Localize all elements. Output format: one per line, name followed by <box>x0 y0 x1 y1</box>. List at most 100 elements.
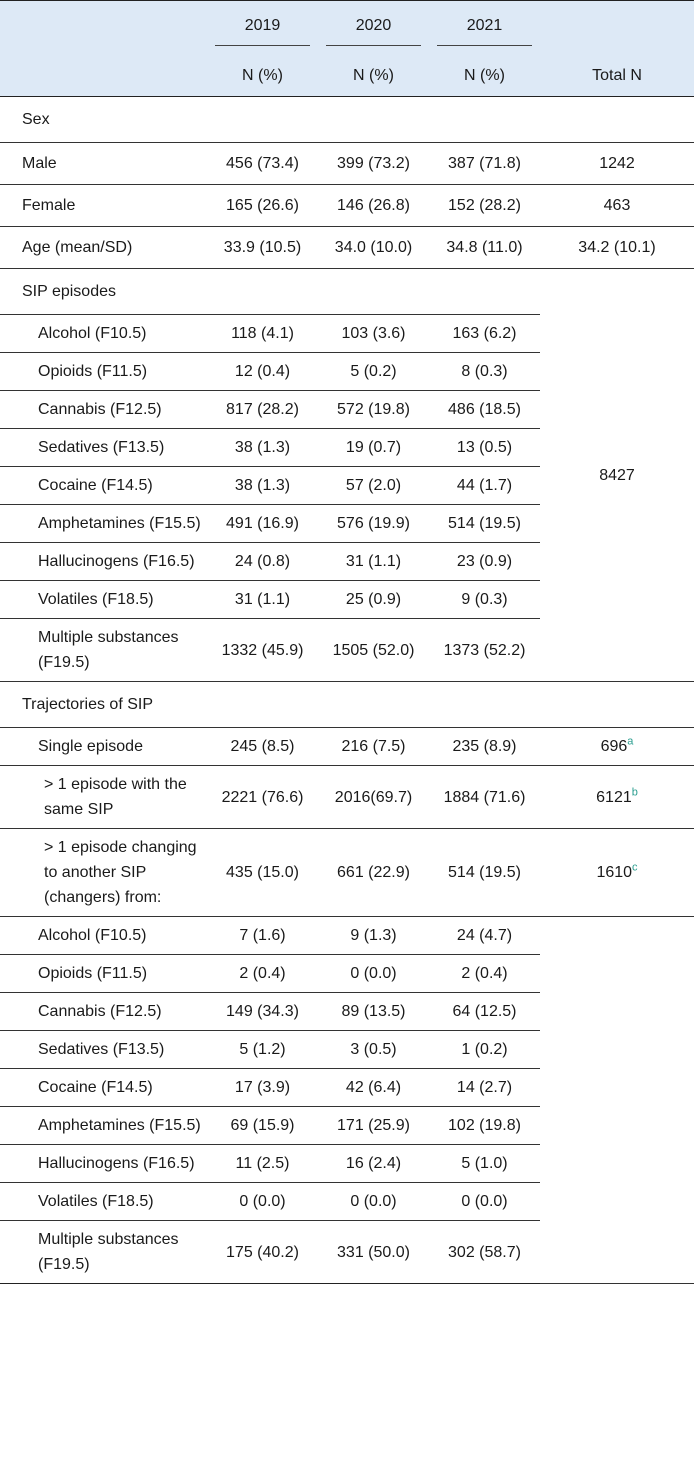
cell-2019: 38 (1.3) <box>207 466 318 505</box>
cell-2019: 435 (15.0) <box>207 828 318 917</box>
row-label: Alcohol (F10.5) <box>0 916 207 955</box>
cell-2020: 9 (1.3) <box>318 916 429 955</box>
cell-total-empty <box>540 916 694 1284</box>
total-value: 6121 <box>596 788 632 806</box>
cell-2021: 5 (1.0) <box>429 1144 540 1183</box>
row-label: Hallucinogens (F16.5) <box>0 1144 207 1183</box>
cell-2020: 16 (2.4) <box>318 1144 429 1183</box>
cell-2020: 34.0 (10.0) <box>318 226 429 269</box>
table-row: Cocaine (F14.5) 17 (3.9) 42 (6.4) 14 (2.7) <box>0 1068 694 1107</box>
cell-2019: 1332 (45.9) <box>207 618 318 682</box>
row-label: Multiple substances (F19.5) <box>0 1220 207 1284</box>
cell-2021: 1 (0.2) <box>429 1030 540 1069</box>
section-trajectories: Trajectories of SIP <box>0 681 694 728</box>
cell-2019: 2221 (76.6) <box>207 765 318 829</box>
cell-2020: 661 (22.9) <box>318 828 429 917</box>
cell-2019: 38 (1.3) <box>207 428 318 467</box>
header-empty-2 <box>0 54 207 97</box>
cell-2020: 0 (0.0) <box>318 954 429 993</box>
sip-table: 2019 2020 2021 N (%) N (%) N (%) Total N… <box>0 0 694 1284</box>
cell-2021: 302 (58.7) <box>429 1220 540 1284</box>
cell-total: 1610c <box>540 828 694 917</box>
cell-2019: 5 (1.2) <box>207 1030 318 1069</box>
row-label: Volatiles (F18.5) <box>0 1182 207 1221</box>
cell-2021: 152 (28.2) <box>429 184 540 227</box>
cell-2020: 146 (26.8) <box>318 184 429 227</box>
table-row: Single episode 245 (8.5) 216 (7.5) 235 (8.9… <box>0 727 694 766</box>
table-row: Alcohol (F10.5) 118 (4.1) 103 (3.6) 163 (6.… <box>0 314 694 353</box>
section-label: Trajectories of SIP <box>0 681 694 728</box>
row-label: Opioids (F11.5) <box>0 352 207 391</box>
table-row: Female 165 (26.6) 146 (26.8) 152 (28.2) … <box>0 184 694 227</box>
cell-2019: 17 (3.9) <box>207 1068 318 1107</box>
total-value: 696 <box>600 738 628 755</box>
header-total: Total N <box>540 54 694 97</box>
cell-2020: 103 (3.6) <box>318 314 429 353</box>
table-row: Sedatives (F13.5) 5 (1.2) 3 (0.5) 1 (0.2) <box>0 1030 694 1069</box>
cell-2021: 1373 (52.2) <box>429 618 540 682</box>
row-label: Single episode <box>0 727 207 766</box>
cell-2020: 331 (50.0) <box>318 1220 429 1284</box>
cell-2021: 163 (6.2) <box>429 314 540 353</box>
table-row: Sedatives (F13.5) 38 (1.3) 19 (0.7) 13 (0.5… <box>0 428 694 467</box>
cell-total: 463 <box>540 184 694 227</box>
cell-2019: 2 (0.4) <box>207 954 318 993</box>
table-row: Hallucinogens (F16.5) 24 (0.8) 31 (1.1) 23 … <box>0 542 694 581</box>
cell-2019: 24 (0.8) <box>207 542 318 581</box>
table-row: Alcohol (F10.5) 7 (1.6) 9 (1.3) 24 (4.7) <box>0 916 694 1284</box>
row-label: Cocaine (F14.5) <box>0 466 207 505</box>
header-unit-2020: N (%) <box>318 54 429 97</box>
cell-2020: 572 (19.8) <box>318 390 429 429</box>
row-label: > 1 episode changing to another SIP (cha… <box>0 828 207 917</box>
cell-2021: 102 (19.8) <box>429 1106 540 1145</box>
cell-2019: 165 (26.6) <box>207 184 318 227</box>
cell-2019: 118 (4.1) <box>207 314 318 353</box>
cell-2021: 514 (19.5) <box>429 504 540 543</box>
cell-2019: 0 (0.0) <box>207 1182 318 1221</box>
header-total-spacer <box>540 0 694 54</box>
table-body: Sex Male 456 (73.4) 399 (73.2) 387 (71.8… <box>0 96 694 1284</box>
cell-2021: 34.8 (11.0) <box>429 226 540 269</box>
row-label: > 1 episode with the same SIP <box>0 765 207 829</box>
cell-2021: 24 (4.7) <box>429 916 540 955</box>
cell-2019: 31 (1.1) <box>207 580 318 619</box>
header-unit-2019: N (%) <box>207 54 318 97</box>
cell-2021: 1884 (71.6) <box>429 765 540 829</box>
cell-total: 34.2 (10.1) <box>540 226 694 269</box>
row-label: Male <box>0 142 207 185</box>
cell-2020: 0 (0.0) <box>318 1182 429 1221</box>
cell-2020: 42 (6.4) <box>318 1068 429 1107</box>
table-row: Opioids (F11.5) 12 (0.4) 5 (0.2) 8 (0.3) <box>0 352 694 391</box>
cell-total: 1242 <box>540 142 694 185</box>
cell-2020: 1505 (52.0) <box>318 618 429 682</box>
cell-2020: 3 (0.5) <box>318 1030 429 1069</box>
table-row: Volatiles (F18.5) 0 (0.0) 0 (0.0) 0 (0.0) <box>0 1182 694 1221</box>
cell-2021: 514 (19.5) <box>429 828 540 917</box>
cell-2019: 245 (8.5) <box>207 727 318 766</box>
cell-2020: 5 (0.2) <box>318 352 429 391</box>
cell-2019: 12 (0.4) <box>207 352 318 391</box>
cell-total: 6121b <box>540 765 694 829</box>
row-label: Hallucinogens (F16.5) <box>0 542 207 581</box>
cell-2020: 2016(69.7) <box>318 765 429 829</box>
cell-2021: 0 (0.0) <box>429 1182 540 1221</box>
footnote-marker: c <box>632 861 638 874</box>
table-row: > 1 episode with the same SIP 2221 (76.6)… <box>0 765 694 829</box>
cell-2020: 89 (13.5) <box>318 992 429 1031</box>
table-row: Volatiles (F18.5) 31 (1.1) 25 (0.9) 9 (0.3) <box>0 580 694 619</box>
cell-2021: 2 (0.4) <box>429 954 540 993</box>
row-label: Cocaine (F14.5) <box>0 1068 207 1107</box>
section-sex: Sex <box>0 96 694 143</box>
table-row: Age (mean/SD) 33.9 (10.5) 34.0 (10.0) 34… <box>0 226 694 269</box>
row-label: Female <box>0 184 207 227</box>
cell-2021: 9 (0.3) <box>429 580 540 619</box>
cell-2020: 31 (1.1) <box>318 542 429 581</box>
table-row: Amphetamines (F15.5) 491 (16.9) 576 (19.9)… <box>0 504 694 543</box>
cell-2019: 11 (2.5) <box>207 1144 318 1183</box>
cell-2021: 14 (2.7) <box>429 1068 540 1107</box>
row-label: Cannabis (F12.5) <box>0 992 207 1031</box>
row-label: Sedatives (F13.5) <box>0 1030 207 1069</box>
footnote-marker: b <box>631 786 638 799</box>
section-sip-episodes: SIP episodes 8427 <box>0 268 694 682</box>
cell-2019: 491 (16.9) <box>207 504 318 543</box>
